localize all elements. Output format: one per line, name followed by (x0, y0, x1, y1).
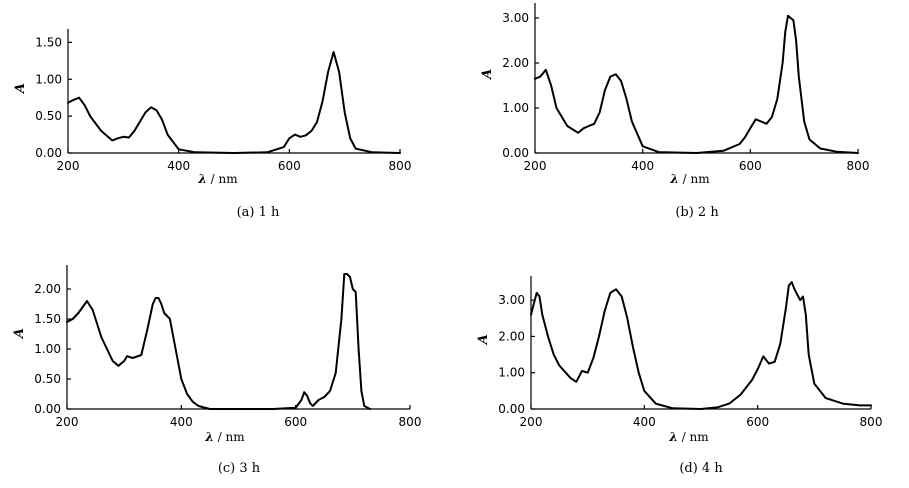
x-tick-label: 400 (167, 159, 190, 173)
x-tick-label: 400 (631, 159, 654, 173)
y-tick-label: 1.00 (34, 342, 61, 356)
y-tick-label: 0.50 (34, 372, 61, 386)
x-tick-label: 600 (739, 159, 762, 173)
y-tick-label: 1.50 (35, 35, 62, 49)
x-axis-label: λ / nm (204, 430, 245, 444)
y-tick-label: 1.00 (498, 366, 525, 380)
y-tick-label: 3.00 (502, 11, 529, 25)
absorbance-series-line (66, 273, 371, 410)
x-axis-label: λ / nm (197, 172, 238, 186)
y-tick-label: 0.00 (498, 402, 525, 416)
x-tick-label: 400 (633, 415, 656, 429)
x-axis-label: λ / nm (669, 172, 710, 186)
x-tick-label: 600 (284, 415, 307, 429)
chart-panel-1: 0.00 0.50 1.00 1.50 200 400 600 800 Aλ / nm (a) 1… (13, 29, 411, 220)
panel-caption: (b) 2 h (675, 205, 719, 220)
y-tick-label: 2.00 (502, 56, 529, 70)
y-tick-label: 0.00 (502, 146, 529, 160)
chart-panel-4: 0.00 1.00 2.00 3.00 200 400 600 800 Aλ / nm (d) 4… (476, 276, 882, 476)
chart-panel-3: 0.00 0.50 1.00 1.50 2.00 200 400 600 800 Aλ / nm (… (12, 265, 421, 476)
x-tick-label: 200 (524, 159, 547, 173)
y-axis-label: A (12, 328, 27, 340)
y-axis-label: A (476, 334, 491, 346)
panel-caption: (d) 4 h (679, 461, 723, 476)
x-tick-label: 600 (278, 159, 301, 173)
y-axis-label: A (480, 69, 495, 81)
absorbance-series-line (67, 51, 401, 154)
y-tick-label: 2.00 (498, 329, 525, 343)
y-tick-label: 0.00 (35, 146, 62, 160)
y-tick-label: 1.00 (502, 101, 529, 115)
x-tick-label: 800 (389, 159, 412, 173)
x-tick-label: 600 (746, 415, 769, 429)
x-tick-label: 400 (170, 415, 193, 429)
y-axis-label: A (13, 83, 28, 95)
x-tick-label: 200 (57, 159, 80, 173)
absorbance-series-line (530, 281, 872, 410)
absorbance-series-line (534, 14, 859, 154)
panel-caption: (a) 1 h (237, 205, 280, 220)
x-tick-label: 200 (520, 415, 543, 429)
y-tick-label: 0.00 (34, 402, 61, 416)
x-tick-label: 800 (860, 415, 883, 429)
y-tick-label: 1.50 (34, 312, 61, 326)
x-tick-label: 800 (847, 159, 870, 173)
panel-caption: (c) 3 h (218, 461, 261, 476)
y-tick-label: 0.50 (35, 109, 62, 123)
y-tick-label: 2.00 (34, 282, 61, 296)
x-tick-label: 800 (399, 415, 422, 429)
x-axis-label: λ / nm (668, 430, 709, 444)
y-tick-label: 1.00 (35, 72, 62, 86)
y-tick-label: 3.00 (498, 293, 525, 307)
chart-panel-2: 0.00 1.00 2.00 3.00 200 400 600 800 Aλ / nm (b) 2… (480, 3, 869, 220)
x-tick-label: 200 (56, 415, 79, 429)
